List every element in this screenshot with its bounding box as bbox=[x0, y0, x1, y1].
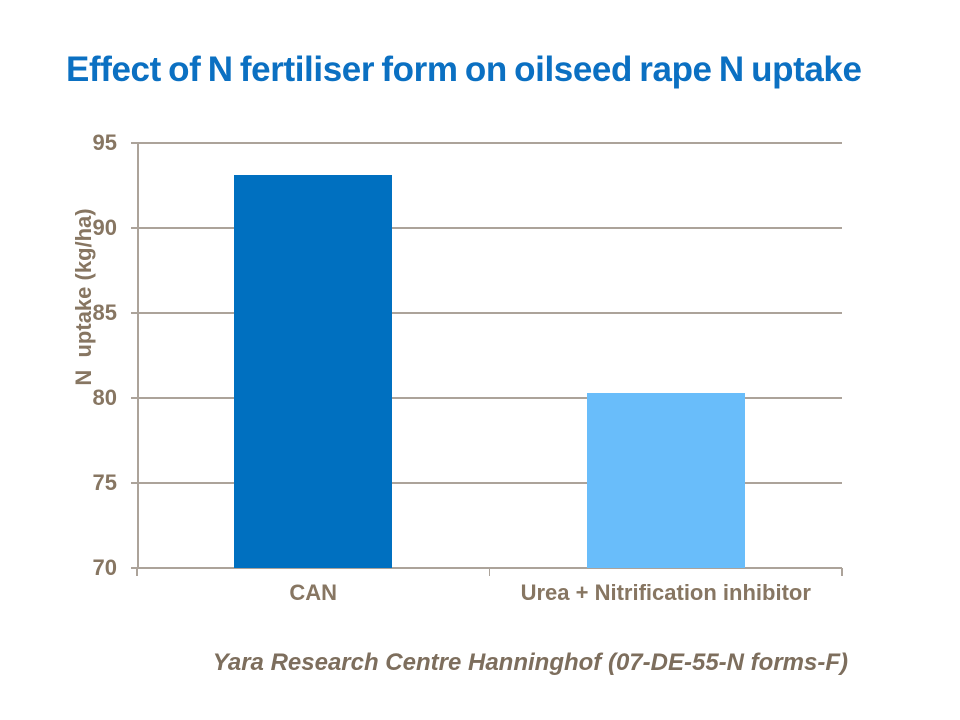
y-tick-label-75: 75 bbox=[92, 470, 117, 495]
y-tick-label-80: 80 bbox=[92, 385, 117, 410]
y-axis-title: N uptake (kg/ha) bbox=[71, 208, 96, 386]
gridline-y-90 bbox=[131, 227, 842, 229]
x-category-label-1: Urea + Nitrification inhibitor bbox=[520, 580, 811, 605]
gridline-y-85 bbox=[131, 312, 842, 314]
gridline-y-75 bbox=[131, 482, 842, 484]
source-citation: Yara Research Centre Hanninghof (07-DE-5… bbox=[212, 649, 848, 676]
y-axis-line bbox=[137, 143, 139, 568]
y-tick-label-70: 70 bbox=[92, 555, 117, 580]
gridline-y-95 bbox=[131, 142, 842, 144]
y-tick-label-90: 90 bbox=[92, 215, 117, 240]
x-axis-tick-0 bbox=[136, 568, 138, 576]
x-category-label-0: CAN bbox=[289, 580, 338, 605]
plot-area: 70 75 80 85 90 95 CAN Urea + Nitrification inhi… bbox=[93, 131, 843, 605]
chart-title: Effect of N fertiliser form on oilseed r… bbox=[66, 50, 862, 89]
gridline-y-70 bbox=[131, 567, 842, 569]
bar-urea-nitrification-inhibitor bbox=[586, 392, 745, 568]
x-axis-tick-1 bbox=[488, 568, 491, 576]
y-tick-label-95: 95 bbox=[92, 130, 117, 155]
y-tick-label-85: 85 bbox=[92, 300, 117, 325]
x-axis-tick-2 bbox=[841, 568, 843, 576]
bar-can bbox=[234, 175, 393, 568]
gridline-y-80 bbox=[131, 397, 842, 399]
